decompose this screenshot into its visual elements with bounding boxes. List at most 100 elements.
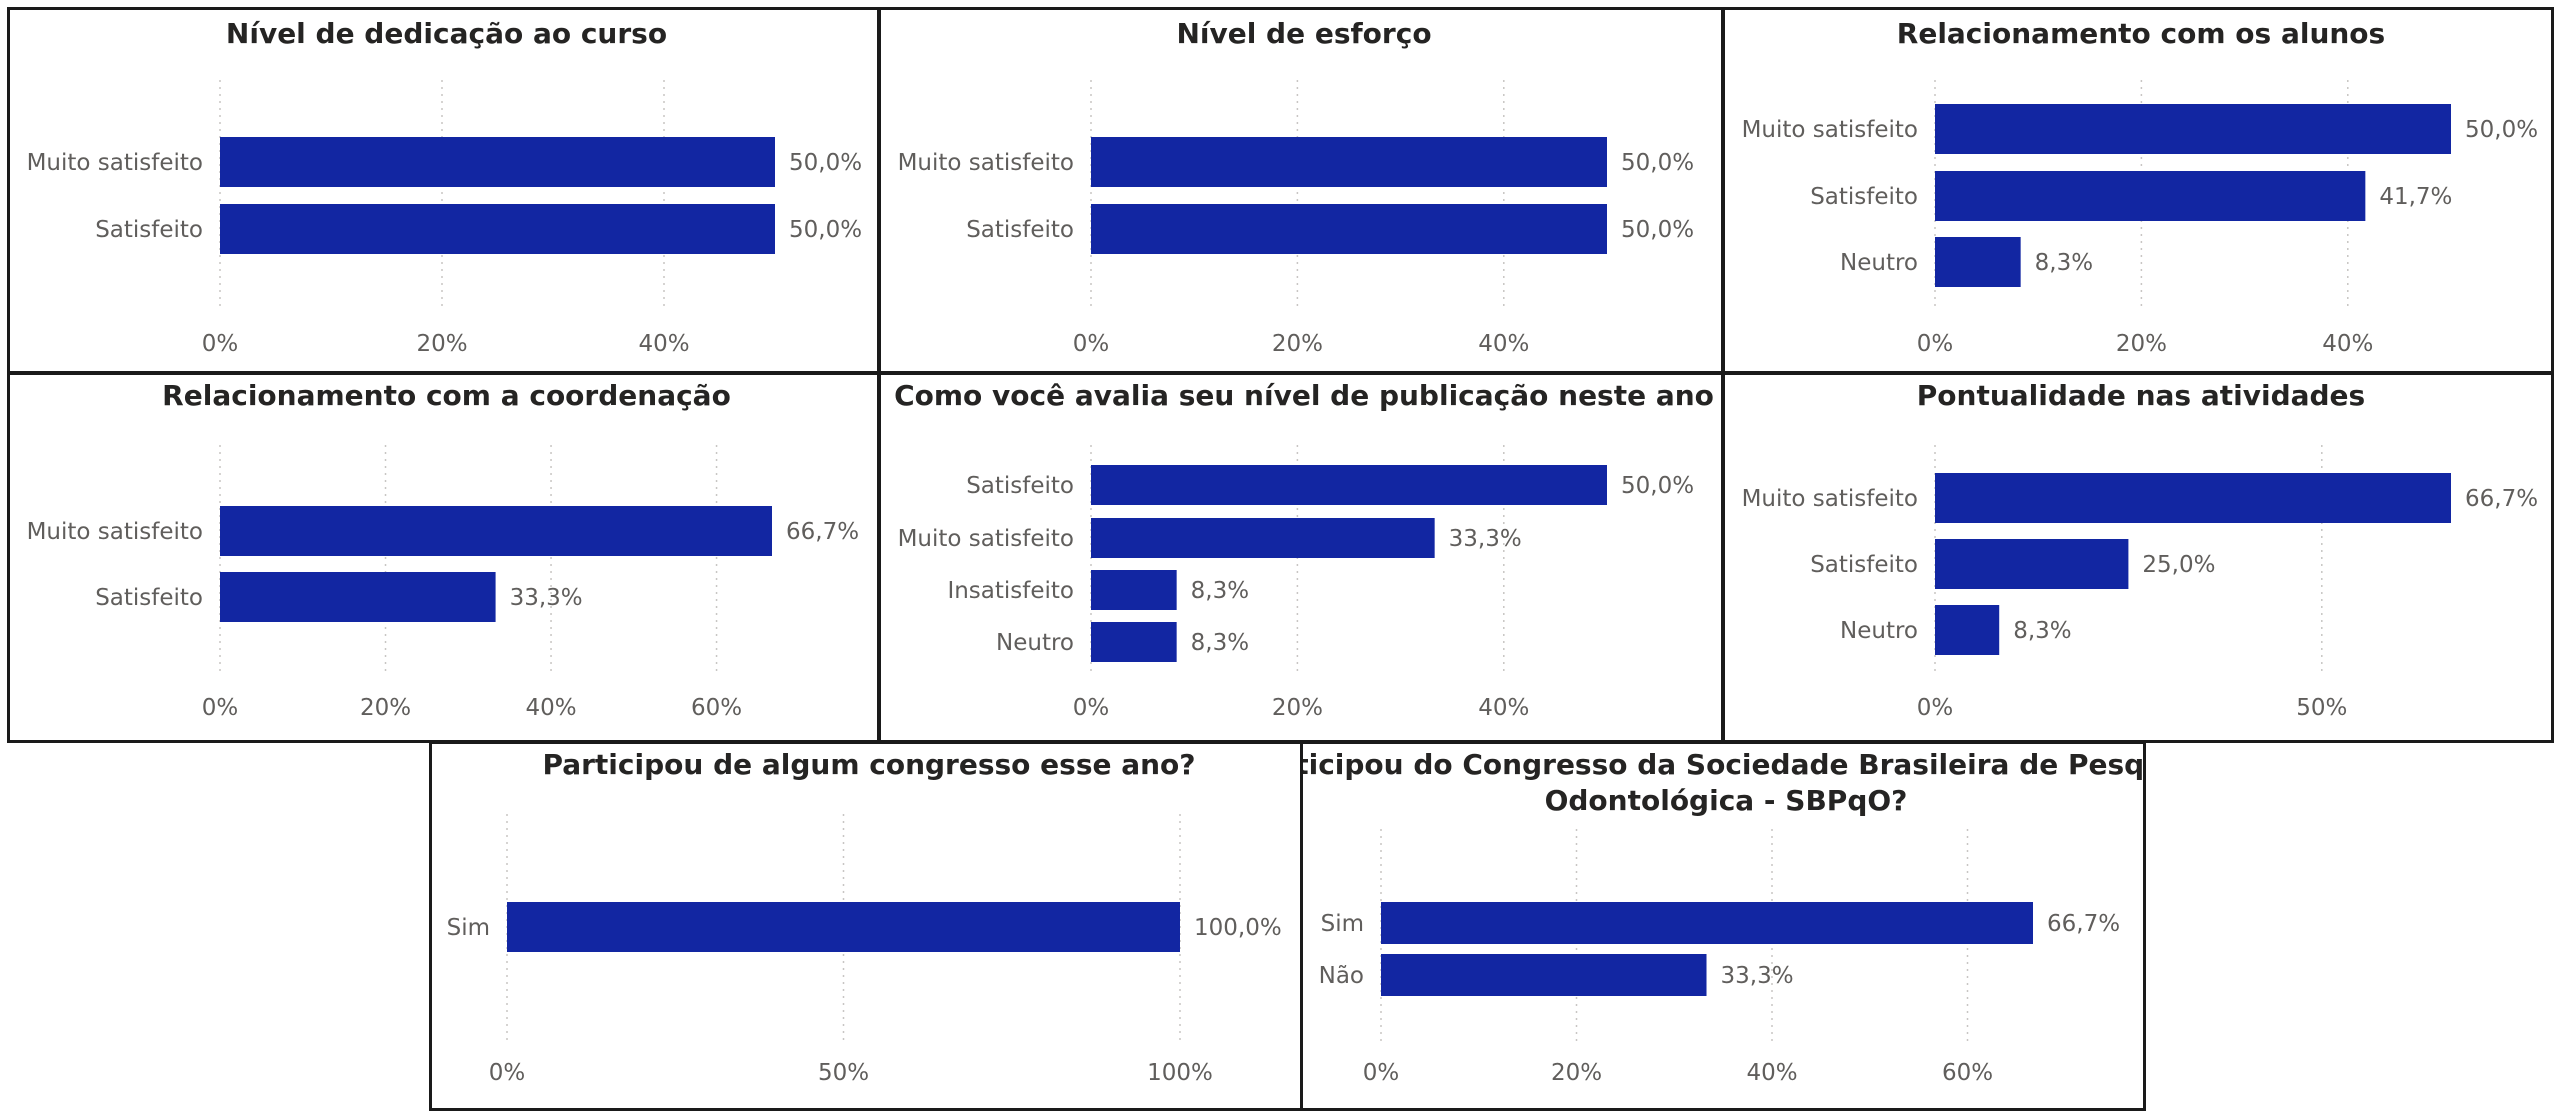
- chart-panel-pontualidade: Pontualidade nas atividades 0% 50% Muito sa…: [1722, 372, 2554, 743]
- bar[interactable]: [1091, 204, 1607, 254]
- bar[interactable]: [220, 506, 772, 556]
- bar[interactable]: [1381, 954, 1707, 996]
- data-label: 50,0%: [1621, 217, 1694, 243]
- bar[interactable]: [1935, 104, 2451, 154]
- chart-title: Como você avalia seu nível de publicação…: [894, 379, 1714, 412]
- x-tick-label: 20%: [360, 695, 411, 721]
- chart-title: Participou de algum congresso esse ano?: [542, 748, 1195, 781]
- x-tick-label: 40%: [1478, 695, 1529, 721]
- bar[interactable]: [220, 572, 496, 622]
- category-label: Insatisfeito: [947, 578, 1074, 604]
- x-tick-label: 0%: [1073, 695, 1110, 721]
- x-tick-label: 0%: [1073, 331, 1110, 357]
- bar[interactable]: [1935, 237, 2021, 287]
- category-label: Sim: [1321, 911, 1364, 937]
- bar[interactable]: [220, 137, 775, 187]
- category-label: Muito satisfeito: [27, 150, 203, 176]
- chart-svg: Pontualidade nas atividades 0% 50% Muito sa…: [1742, 379, 2539, 721]
- bar[interactable]: [1935, 171, 2366, 221]
- category-label: Satisfeito: [966, 473, 1074, 499]
- chart-title: Odontológica - SBPqO?: [1545, 784, 1908, 817]
- x-tick-label: 20%: [416, 331, 467, 357]
- data-label: 50,0%: [1621, 473, 1694, 499]
- chart-title: Participou do Congresso da Sociedade Bra…: [1303, 748, 2146, 781]
- x-tick-label: 50%: [818, 1060, 869, 1086]
- data-label: 33,3%: [1449, 526, 1522, 552]
- x-tick-label: 0%: [202, 695, 239, 721]
- data-label: 100,0%: [1194, 915, 1282, 941]
- chart-svg: Participou do Congresso da Sociedade Bra…: [1303, 748, 2146, 1086]
- category-label: Satisfeito: [95, 585, 203, 611]
- category-label: Satisfeito: [1810, 184, 1918, 210]
- category-label: Muito satisfeito: [1742, 486, 1918, 512]
- x-tick-label: 60%: [691, 695, 742, 721]
- x-tick-label: 100%: [1147, 1060, 1213, 1086]
- data-label: 66,7%: [786, 519, 859, 545]
- data-label: 66,7%: [2465, 486, 2538, 512]
- category-label: Muito satisfeito: [1742, 117, 1918, 143]
- bar[interactable]: [1935, 539, 2129, 589]
- category-label: Muito satisfeito: [27, 519, 203, 545]
- bar[interactable]: [1091, 465, 1607, 505]
- bar[interactable]: [220, 204, 775, 254]
- data-label: 8,3%: [1191, 578, 1249, 604]
- x-tick-label: 40%: [1478, 331, 1529, 357]
- data-label: 33,3%: [1721, 963, 1794, 989]
- chart-title: Relacionamento com a coordenação: [162, 379, 731, 412]
- x-tick-label: 50%: [2296, 695, 2347, 721]
- x-tick-label: 0%: [489, 1060, 526, 1086]
- x-tick-label: 60%: [1942, 1060, 1993, 1086]
- chart-svg: Participou de algum congresso esse ano? 0…: [447, 748, 1282, 1086]
- chart-svg: Como você avalia seu nível de publicação…: [894, 379, 1714, 721]
- x-tick-label: 40%: [638, 331, 689, 357]
- x-tick-label: 0%: [1917, 695, 1954, 721]
- data-label: 66,7%: [2047, 911, 2120, 937]
- chart-panel-congresso: Participou de algum congresso esse ano? 0…: [429, 741, 1303, 1111]
- data-label: 33,3%: [510, 585, 583, 611]
- bar[interactable]: [1381, 902, 2033, 944]
- data-label: 50,0%: [2465, 117, 2538, 143]
- category-label: Neutro: [996, 630, 1074, 656]
- chart-panel-coordenacao: Relacionamento com a coordenação 0% 20% 40%…: [7, 372, 880, 743]
- x-tick-label: 20%: [1551, 1060, 1602, 1086]
- data-label: 50,0%: [789, 217, 862, 243]
- bar[interactable]: [1091, 622, 1177, 662]
- category-label: Sim: [447, 915, 490, 941]
- x-tick-label: 0%: [202, 331, 239, 357]
- chart-panel-dedicacao: Nível de dedicação ao curso 0% 20% 40% Muito…: [7, 7, 880, 374]
- bar[interactable]: [1935, 473, 2451, 523]
- chart-title: Nível de esforço: [1176, 17, 1431, 50]
- category-label: Satisfeito: [966, 217, 1074, 243]
- category-label: Neutro: [1840, 618, 1918, 644]
- x-tick-label: 40%: [2322, 331, 2373, 357]
- bar[interactable]: [1935, 605, 2000, 655]
- bar[interactable]: [1091, 570, 1177, 610]
- chart-panel-esforco: Nível de esforço 0% 20% 40% Muito satisfeito…: [878, 7, 1724, 374]
- chart-panel-alunos: Relacionamento com os alunos 0% 20% 40% Muit…: [1722, 7, 2554, 374]
- category-label: Satisfeito: [95, 217, 203, 243]
- bar[interactable]: [1091, 137, 1607, 187]
- data-label: 50,0%: [1621, 150, 1694, 176]
- x-tick-label: 40%: [1746, 1060, 1797, 1086]
- bar[interactable]: [507, 902, 1180, 952]
- x-tick-label: 0%: [1363, 1060, 1400, 1086]
- chart-svg: Nível de dedicação ao curso 0% 20% 40% Muito…: [27, 17, 863, 357]
- data-label: 41,7%: [2379, 184, 2452, 210]
- chart-panel-sbpqo: Participou do Congresso da Sociedade Bra…: [1300, 741, 2146, 1111]
- chart-svg: Relacionamento com os alunos 0% 20% 40% Muit…: [1742, 17, 2539, 357]
- data-label: 50,0%: [789, 150, 862, 176]
- data-label: 25,0%: [2142, 552, 2215, 578]
- bar[interactable]: [1091, 518, 1435, 558]
- chart-svg: Relacionamento com a coordenação 0% 20% 40%…: [27, 379, 860, 721]
- x-tick-label: 20%: [1272, 695, 1323, 721]
- x-tick-label: 20%: [2116, 331, 2167, 357]
- x-tick-label: 20%: [1272, 331, 1323, 357]
- category-label: Muito satisfeito: [898, 526, 1074, 552]
- data-label: 8,3%: [1191, 630, 1249, 656]
- category-label: Não: [1319, 963, 1364, 989]
- data-label: 8,3%: [2013, 618, 2071, 644]
- chart-title: Pontualidade nas atividades: [1917, 379, 2365, 412]
- category-label: Muito satisfeito: [898, 150, 1074, 176]
- chart-panel-publicacao: Como você avalia seu nível de publicação…: [878, 372, 1724, 743]
- chart-title: Nível de dedicação ao curso: [226, 17, 667, 50]
